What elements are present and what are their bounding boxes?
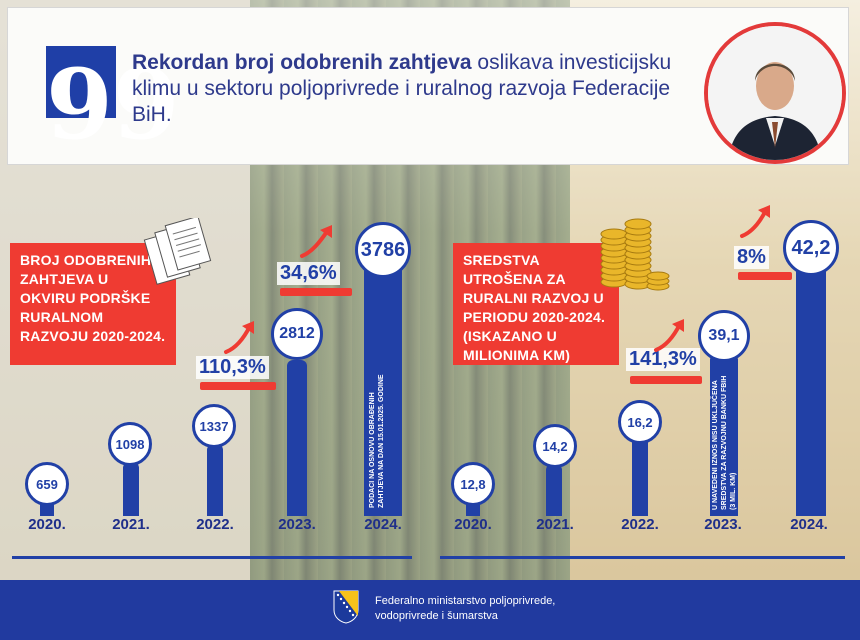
trend-arrow-icon bbox=[740, 205, 770, 238]
headline-bold: Rekordan broj odobrenih zahtjeva bbox=[132, 51, 472, 74]
quote-icon: 99 bbox=[46, 46, 180, 161]
right-bar-2023 bbox=[710, 354, 738, 516]
right-bar-2024 bbox=[796, 264, 826, 516]
coins-icon bbox=[600, 218, 670, 291]
footer: Federalno ministarstvo poljoprivrede, vo… bbox=[0, 580, 860, 640]
right-bar-2022 bbox=[632, 436, 648, 516]
portrait-photo bbox=[704, 22, 846, 164]
left-bar-2022 bbox=[207, 444, 223, 516]
right-growth-2022: 141,3% bbox=[626, 348, 700, 371]
headline-rest: oslikava investicijsku klimu u sektoru p… bbox=[132, 51, 672, 126]
year-label: 2021. bbox=[536, 516, 574, 533]
right-title-box: SREDSTVA UTROŠENA ZA RURALNI RAZVOJ U PE… bbox=[453, 243, 619, 365]
right-axis-line bbox=[440, 556, 845, 559]
year-label: 2024. bbox=[364, 516, 402, 533]
left-bar-2024 bbox=[364, 262, 402, 516]
left-bar-2021 bbox=[123, 462, 139, 516]
year-label: 2020. bbox=[28, 516, 66, 533]
left-growth-2023-tag bbox=[280, 288, 352, 296]
left-axis-line bbox=[12, 556, 412, 559]
right-value-2020: 12,8 bbox=[451, 462, 495, 506]
headline: Rekordan broj odobrenih zahtjeva oslikav… bbox=[132, 50, 672, 128]
right-growth-2022-tag bbox=[630, 376, 702, 384]
ministry-name: Federalno ministarstvo poljoprivrede, vo… bbox=[375, 594, 555, 624]
year-label: 2021. bbox=[112, 516, 150, 533]
year-label: 2020. bbox=[454, 516, 492, 533]
ministry-name-line1: Federalno ministarstvo poljoprivrede, bbox=[375, 595, 556, 607]
right-value-2024: 42,2 bbox=[783, 220, 839, 276]
left-value-2021: 1098 bbox=[108, 422, 152, 466]
right-value-2021: 14,2 bbox=[533, 424, 577, 468]
year-label: 2024. bbox=[790, 516, 828, 533]
left-title-box: BROJ ODOBRENIH ZAHTJEVA U OKVIRU PODRŠKE… bbox=[10, 243, 176, 365]
left-value-2023: 2812 bbox=[271, 308, 323, 360]
left-data-note: PODACI NA OSNOVU OBRAĐENIH ZAHTJEVA NA D… bbox=[369, 374, 385, 508]
year-label: 2023. bbox=[278, 516, 316, 533]
trend-arrow-icon bbox=[300, 225, 332, 258]
header-panel: 99 Rekordan broj odobrenih zahtjeva osli… bbox=[7, 7, 849, 165]
year-label: 2022. bbox=[196, 516, 234, 533]
left-bar-2023 bbox=[287, 360, 307, 516]
left-growth-2023: 34,6% bbox=[277, 262, 340, 285]
documents-icon bbox=[143, 218, 212, 285]
year-label: 2023. bbox=[704, 516, 742, 533]
trend-arrow-icon bbox=[224, 321, 254, 354]
left-growth-2022: 110,3% bbox=[196, 356, 269, 379]
left-value-2024: 3786 bbox=[355, 222, 411, 278]
year-label: 2022. bbox=[621, 516, 659, 533]
right-data-note: U NAVEDENI IZNOS NISU UKLJUČENA SREDSTVA… bbox=[712, 375, 737, 510]
left-value-2022: 1337 bbox=[192, 404, 236, 448]
right-growth-2023-tag bbox=[738, 272, 792, 280]
right-bar-2021 bbox=[546, 464, 562, 516]
trend-arrow-icon bbox=[654, 319, 684, 352]
left-growth-2022-tag bbox=[200, 382, 276, 390]
right-value-2022: 16,2 bbox=[618, 400, 662, 444]
ministry-name-line2: vodoprivrede i šumarstva bbox=[375, 610, 498, 622]
coat-of-arms-icon bbox=[333, 590, 359, 624]
right-value-2023: 39,1 bbox=[698, 310, 750, 362]
right-growth-2023: 8% bbox=[734, 246, 769, 269]
left-value-2020: 659 bbox=[25, 462, 69, 506]
